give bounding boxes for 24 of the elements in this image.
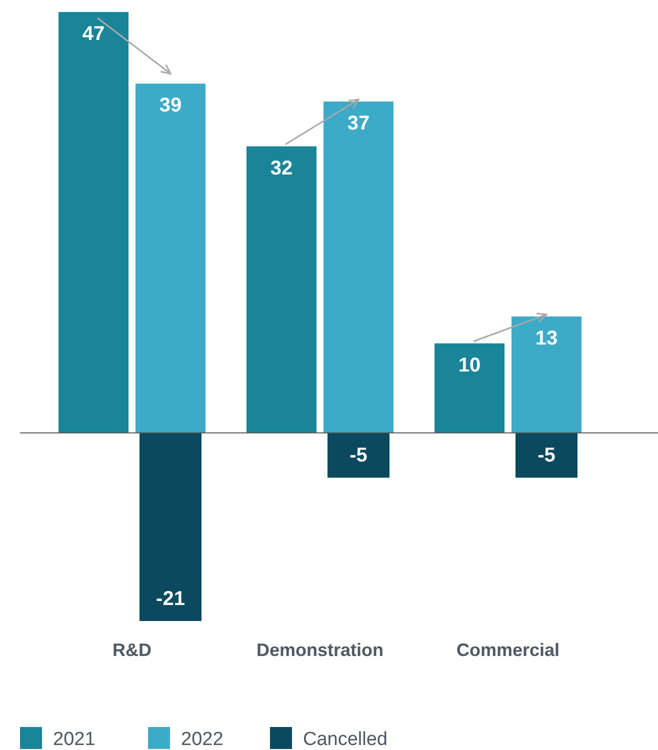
bar [324, 102, 394, 433]
data-label: -5 [350, 444, 368, 467]
bar [512, 316, 582, 433]
data-label: -5 [538, 444, 556, 467]
legend-label: Cancelled [303, 729, 388, 750]
data-label: 10 [458, 354, 481, 376]
data-label: 37 [347, 112, 370, 135]
x-tick-label: R&D [112, 640, 152, 660]
data-label: 47 [82, 23, 105, 45]
x-tick-label: Demonstration [256, 640, 384, 660]
data-label: 39 [159, 94, 182, 117]
bar [136, 84, 206, 433]
data-label: 32 [270, 157, 293, 180]
bar [516, 432, 578, 478]
data-label: 13 [535, 328, 558, 350]
bar [246, 146, 316, 433]
bar [434, 343, 504, 433]
legend-label: 2022 [181, 729, 224, 750]
data-label: -21 [156, 588, 185, 610]
bar [328, 432, 390, 478]
bar [140, 432, 202, 621]
bar [58, 12, 128, 433]
x-tick-label: Commercial [456, 640, 560, 660]
legend-label: 2021 [53, 729, 96, 750]
